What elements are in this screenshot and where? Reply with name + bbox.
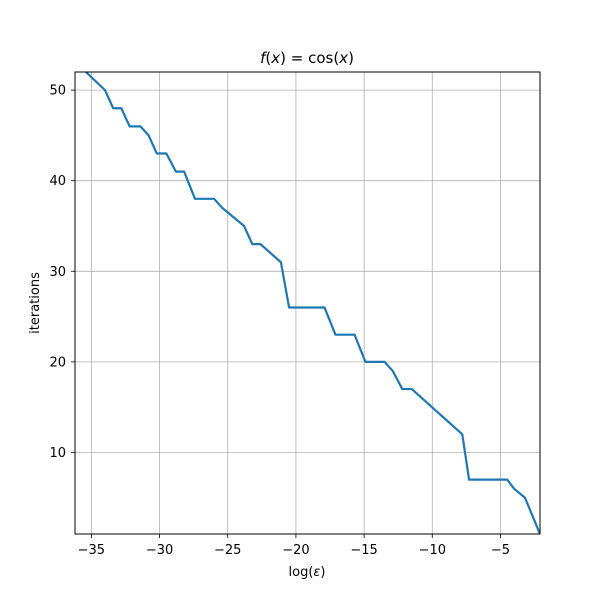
chart-title: f(x) = cos(x) bbox=[260, 49, 354, 67]
y-tick-label: 50 bbox=[49, 84, 66, 99]
y-tick-label: 20 bbox=[49, 355, 66, 370]
y-axis-label: iterations bbox=[28, 272, 43, 334]
x-tick-label: −25 bbox=[214, 543, 241, 558]
y-tick-label: 40 bbox=[49, 174, 66, 189]
x-tick-label: −10 bbox=[419, 543, 446, 558]
x-tick-label: −5 bbox=[491, 543, 510, 558]
grid bbox=[75, 72, 540, 534]
x-tick-label: −30 bbox=[146, 543, 173, 558]
x-tick-label: −20 bbox=[282, 543, 309, 558]
tick-labels: −35 −30 −25 −20 −15 −10 −5 10 20 30 40 50 bbox=[49, 84, 510, 558]
series-line bbox=[85, 72, 540, 534]
x-axis-label: log(ε) bbox=[289, 565, 326, 580]
y-tick-label: 30 bbox=[49, 265, 66, 280]
x-tick-label: −35 bbox=[78, 543, 105, 558]
y-tick-label: 10 bbox=[49, 446, 66, 461]
axis-ticks bbox=[71, 89, 501, 538]
plot-frame bbox=[74, 71, 541, 535]
x-tick-label: −15 bbox=[350, 543, 377, 558]
